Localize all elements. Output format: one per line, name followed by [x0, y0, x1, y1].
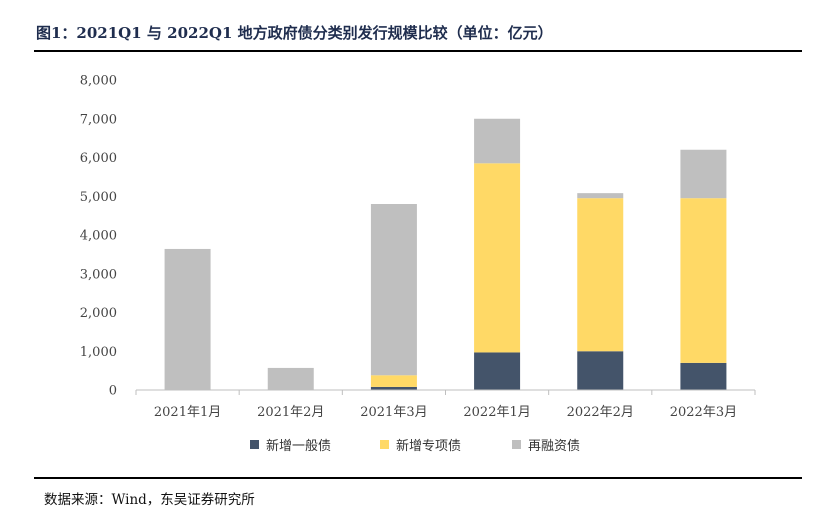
bar-segment: [267, 367, 314, 390]
y-axis: 8,000 7,000 6,000 5,000 4,000 3,000 2,000 1,000…: [80, 74, 117, 399]
y-tick-label: 6,000: [80, 151, 117, 166]
y-tick-label: 1,000: [80, 345, 117, 360]
bar-segment: [474, 352, 521, 390]
y-tick-label: 4,000: [80, 229, 117, 244]
y-tick-label: 7,000: [80, 112, 117, 127]
bar-segment: [164, 248, 211, 390]
bar-segment: [577, 193, 624, 199]
y-tick-label: 5,000: [80, 190, 117, 205]
y-tick-label: 2,000: [80, 306, 117, 321]
source-note: 数据来源：Wind，东吴证券研究所: [44, 492, 255, 508]
x-tick-label: 2022年2月: [567, 405, 634, 420]
bottom-rule: [34, 477, 802, 479]
bar-segment: [680, 198, 727, 363]
bar-segment: [474, 118, 521, 164]
x-tick-label: 2021年2月: [257, 405, 324, 420]
top-rule: [34, 50, 802, 52]
y-tick-label: 0: [109, 384, 117, 399]
bar-segment: [474, 163, 521, 353]
bar-segment: [577, 198, 624, 352]
bar-segment: [370, 375, 417, 387]
x-tick-label: 2021年1月: [154, 405, 221, 420]
y-tick-label: 8,000: [80, 74, 117, 89]
chart-title: 图1：2021Q1 与 2022Q1 地方政府债分类别发行规模比较（单位：亿元）: [36, 24, 553, 42]
legend-label: 新增一般债: [266, 438, 331, 454]
legend-swatch: [250, 440, 259, 449]
x-tick-label: 2022年3月: [670, 405, 737, 420]
bar-segment: [370, 386, 417, 390]
x-axis: 2021年1月 2021年2月 2021年3月 2022年1月 2022年2月 2022年…: [135, 389, 756, 420]
x-tick-label: 2021年3月: [360, 405, 427, 420]
bar-segment: [577, 351, 624, 390]
legend-swatch: [380, 440, 389, 449]
bar-segment: [680, 362, 727, 390]
x-tick-label: 2022年1月: [463, 405, 530, 420]
y-tick-label: 3,000: [80, 267, 117, 282]
legend: 新增一般债 新增专项债 再融资债: [250, 438, 580, 454]
legend-label: 新增专项债: [396, 438, 461, 454]
bars: [164, 118, 727, 390]
legend-label: 再融资债: [528, 439, 580, 454]
bar-segment: [370, 204, 417, 376]
legend-swatch: [512, 440, 521, 449]
bar-segment: [680, 149, 727, 199]
